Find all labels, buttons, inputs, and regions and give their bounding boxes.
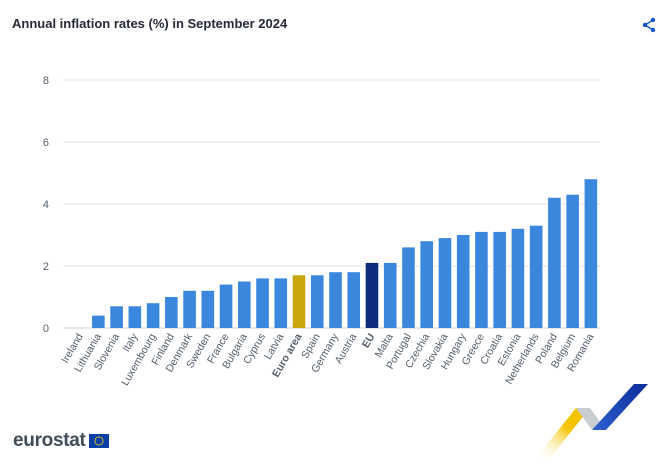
bar-croatia[interactable] [493, 231, 506, 328]
bar-belgium[interactable] [566, 194, 579, 328]
bar-estonia[interactable] [511, 228, 525, 328]
bar-hungary[interactable] [456, 235, 470, 328]
chart-title: Annual inflation rates (%) in September … [12, 16, 288, 31]
bar-eu[interactable] [365, 262, 379, 328]
eu-flag-icon [88, 434, 109, 448]
bar-bulgaria[interactable] [237, 281, 251, 329]
bar-sweden[interactable] [201, 290, 215, 328]
bar-portugal[interactable] [402, 247, 415, 328]
y-tick-label: 8 [43, 75, 49, 87]
bar-slovenia[interactable] [110, 306, 123, 328]
y-tick-label: 2 [43, 261, 49, 273]
x-tick-label: EU [360, 332, 378, 351]
bar-latvia[interactable] [274, 278, 288, 328]
y-tick-label: 0 [43, 323, 49, 335]
bar-italy[interactable] [128, 306, 142, 328]
bar-greece[interactable] [475, 231, 488, 328]
bar-lithuania[interactable] [92, 315, 105, 328]
bar-euro-area[interactable] [292, 275, 306, 328]
bar-denmark[interactable] [183, 290, 196, 328]
bar-netherlands[interactable] [529, 225, 543, 328]
bar-romania[interactable] [584, 179, 598, 328]
y-tick-label: 6 [43, 137, 49, 149]
logo-text: eurostat [13, 430, 86, 451]
bar-finland[interactable] [165, 297, 178, 328]
share-icon[interactable] [641, 17, 657, 33]
bar-poland[interactable] [548, 197, 561, 328]
bar-spain[interactable] [310, 275, 324, 328]
bar-czechia[interactable] [420, 241, 434, 328]
bar-france[interactable] [219, 284, 233, 328]
bar-cyprus[interactable] [256, 278, 269, 328]
bar-luxembourg[interactable] [146, 303, 160, 328]
bar-malta[interactable] [383, 262, 397, 328]
bar-slovakia[interactable] [438, 238, 452, 328]
bar-austria[interactable] [347, 272, 361, 328]
decorative-ribbon [536, 384, 648, 458]
bar-germany[interactable] [329, 272, 342, 328]
y-tick-label: 4 [43, 199, 49, 211]
eurostat-logo: eurostat [13, 430, 109, 452]
